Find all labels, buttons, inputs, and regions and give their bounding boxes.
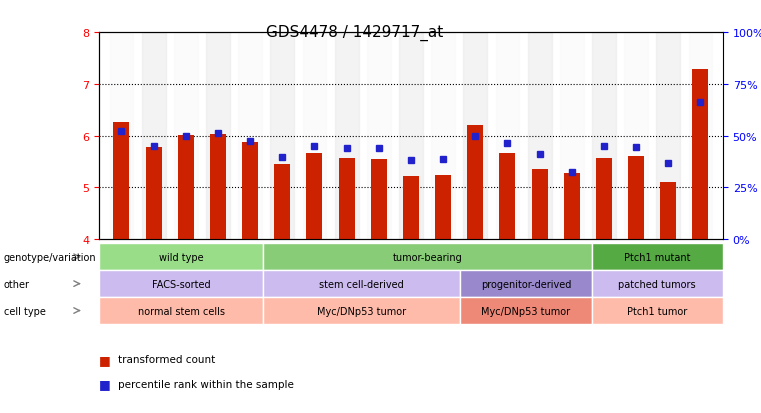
Text: stem cell-derived: stem cell-derived bbox=[320, 279, 404, 289]
Bar bbox=[689, 33, 712, 240]
Text: normal stem cells: normal stem cells bbox=[138, 306, 224, 316]
Bar bbox=[592, 33, 616, 240]
Text: percentile rank within the sample: percentile rank within the sample bbox=[118, 379, 294, 389]
Bar bbox=[206, 33, 230, 240]
Bar bbox=[303, 33, 326, 240]
Bar bbox=[270, 33, 295, 240]
Bar bbox=[596, 159, 612, 240]
Text: progenitor-derived: progenitor-derived bbox=[481, 279, 571, 289]
Text: transformed count: transformed count bbox=[118, 354, 215, 364]
Bar bbox=[242, 142, 258, 240]
Text: genotype/variation: genotype/variation bbox=[4, 252, 97, 262]
Bar bbox=[178, 136, 194, 240]
Bar bbox=[307, 153, 323, 240]
Bar bbox=[564, 173, 580, 240]
Bar bbox=[431, 33, 455, 240]
Text: Myc/DNp53 tumor: Myc/DNp53 tumor bbox=[481, 306, 571, 316]
Text: FACS-sorted: FACS-sorted bbox=[151, 279, 210, 289]
Text: Myc/DNp53 tumor: Myc/DNp53 tumor bbox=[317, 306, 406, 316]
Text: Ptch1 tumor: Ptch1 tumor bbox=[627, 306, 687, 316]
Bar bbox=[145, 148, 161, 240]
Bar bbox=[142, 33, 165, 240]
Text: Ptch1 mutant: Ptch1 mutant bbox=[624, 252, 690, 262]
Bar bbox=[339, 159, 355, 240]
Bar bbox=[174, 33, 198, 240]
Bar bbox=[110, 33, 133, 240]
Bar bbox=[527, 33, 552, 240]
Bar bbox=[693, 70, 708, 240]
Bar bbox=[435, 176, 451, 240]
Text: other: other bbox=[4, 279, 30, 289]
Bar bbox=[657, 33, 680, 240]
Bar bbox=[495, 33, 519, 240]
Bar bbox=[367, 33, 390, 240]
Bar bbox=[210, 135, 226, 240]
Bar bbox=[113, 122, 129, 240]
Text: GDS4478 / 1429717_at: GDS4478 / 1429717_at bbox=[266, 25, 444, 41]
Text: ■: ■ bbox=[99, 353, 110, 366]
Text: cell type: cell type bbox=[4, 306, 46, 316]
Bar bbox=[560, 33, 584, 240]
Bar bbox=[499, 153, 515, 240]
Bar bbox=[467, 126, 483, 240]
Text: tumor-bearing: tumor-bearing bbox=[393, 252, 462, 262]
Bar bbox=[274, 165, 290, 240]
Bar bbox=[238, 33, 262, 240]
Bar bbox=[371, 159, 387, 240]
Bar bbox=[403, 177, 419, 240]
Text: patched tumors: patched tumors bbox=[619, 279, 696, 289]
Bar bbox=[532, 170, 548, 240]
Bar bbox=[628, 157, 644, 240]
Bar bbox=[463, 33, 487, 240]
Bar bbox=[624, 33, 648, 240]
Bar bbox=[661, 183, 677, 240]
Bar bbox=[399, 33, 423, 240]
Bar bbox=[335, 33, 358, 240]
Text: wild type: wild type bbox=[159, 252, 203, 262]
Text: ■: ■ bbox=[99, 377, 110, 391]
